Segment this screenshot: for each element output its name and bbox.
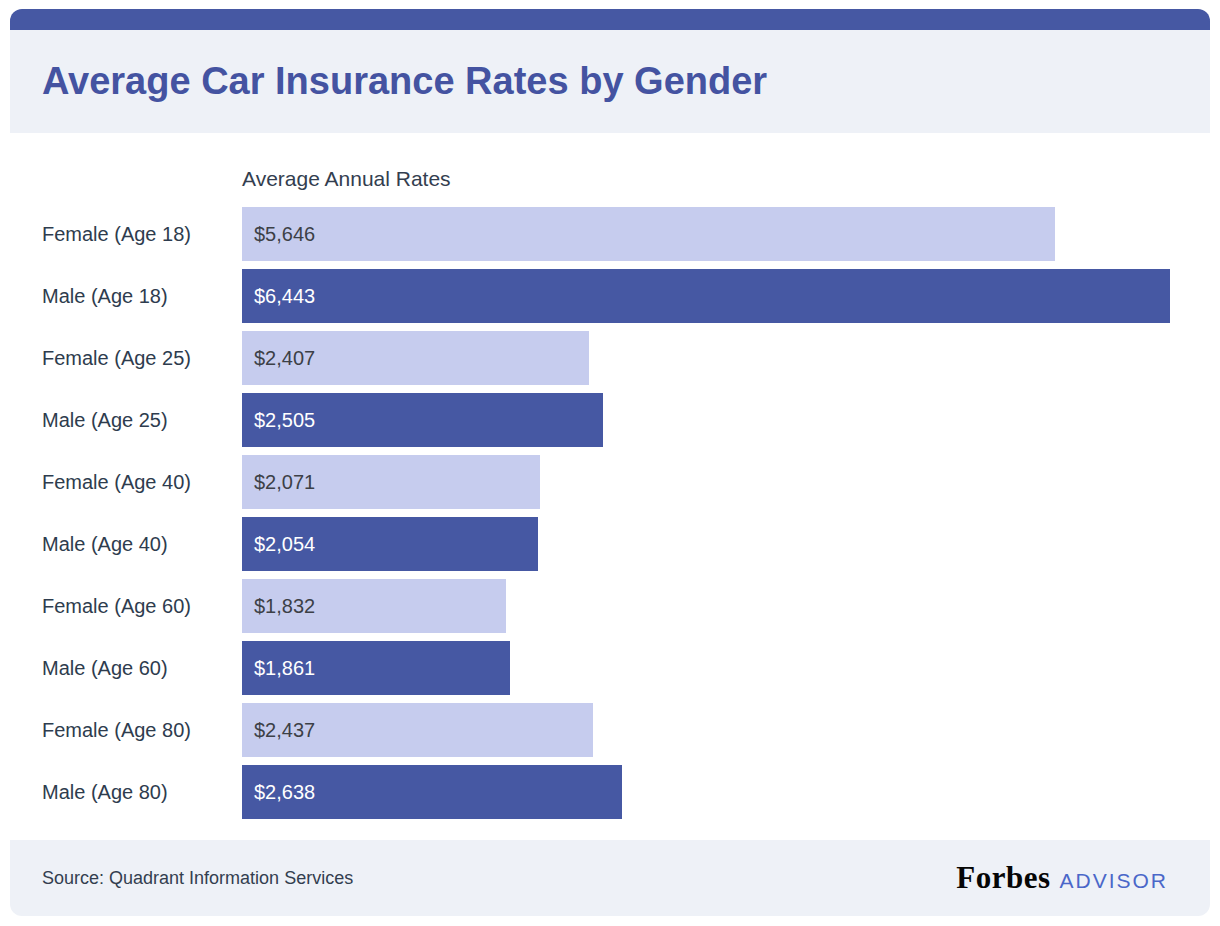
chart-row: Female (Age 40) $2,071 <box>42 455 1220 509</box>
bar: $2,071 <box>242 455 540 509</box>
bar: $2,054 <box>242 517 538 571</box>
bar: $2,437 <box>242 703 593 757</box>
bar-label: Male (Age 80) <box>42 781 242 804</box>
bar-label: Female (Age 40) <box>42 471 242 494</box>
bar-value: $2,437 <box>254 719 315 742</box>
bar: $2,638 <box>242 765 622 819</box>
bar-chart: Average Annual Rates Female (Age 18) $5,6… <box>0 133 1220 819</box>
bar: $2,407 <box>242 331 589 385</box>
chart-column-header: Average Annual Rates <box>242 166 1220 192</box>
chart-row: Female (Age 80) $2,437 <box>42 703 1220 757</box>
bar: $5,646 <box>242 207 1055 261</box>
bar-value: $5,646 <box>254 223 315 246</box>
bar-value: $2,407 <box>254 347 315 370</box>
bar-value: $2,505 <box>254 409 315 432</box>
source-text: Source: Quadrant Information Services <box>42 868 353 889</box>
header: Average Car Insurance Rates by Gender <box>10 30 1210 133</box>
chart-row: Male (Age 25) $2,505 <box>42 393 1220 447</box>
forbes-wordmark: Forbes <box>956 860 1050 896</box>
footer: Source: Quadrant Information Services Fo… <box>10 840 1210 916</box>
chart-row: Male (Age 80) $2,638 <box>42 765 1220 819</box>
bar: $2,505 <box>242 393 603 447</box>
bar-value: $2,054 <box>254 533 315 556</box>
chart-row: Male (Age 18) $6,443 <box>42 269 1220 323</box>
bar: $6,443 <box>242 269 1170 323</box>
forbes-advisor-logo: Forbes ADVISOR <box>956 860 1168 896</box>
chart-row: Female (Age 60) $1,832 <box>42 579 1220 633</box>
bar: $1,832 <box>242 579 506 633</box>
bar: $1,861 <box>242 641 510 695</box>
bar-value: $1,861 <box>254 657 315 680</box>
advisor-wordmark: ADVISOR <box>1059 869 1168 893</box>
bar-label: Male (Age 25) <box>42 409 242 432</box>
chart-row: Female (Age 25) $2,407 <box>42 331 1220 385</box>
bar-value: $2,638 <box>254 781 315 804</box>
chart-row: Male (Age 60) $1,861 <box>42 641 1220 695</box>
top-accent-bar <box>10 9 1210 30</box>
page-title: Average Car Insurance Rates by Gender <box>42 60 767 103</box>
bar-label: Female (Age 25) <box>42 347 242 370</box>
bar-label: Male (Age 60) <box>42 657 242 680</box>
bar-value: $2,071 <box>254 471 315 494</box>
infographic: Average Car Insurance Rates by Gender Av… <box>0 0 1220 926</box>
bar-label: Male (Age 40) <box>42 533 242 556</box>
bar-label: Male (Age 18) <box>42 285 242 308</box>
bar-value: $6,443 <box>254 285 315 308</box>
bar-label: Female (Age 60) <box>42 595 242 618</box>
bar-label: Female (Age 18) <box>42 223 242 246</box>
chart-rows: Female (Age 18) $5,646 Male (Age 18) $6,443… <box>42 207 1220 819</box>
chart-row: Male (Age 40) $2,054 <box>42 517 1220 571</box>
chart-row: Female (Age 18) $5,646 <box>42 207 1220 261</box>
bar-value: $1,832 <box>254 595 315 618</box>
bar-label: Female (Age 80) <box>42 719 242 742</box>
